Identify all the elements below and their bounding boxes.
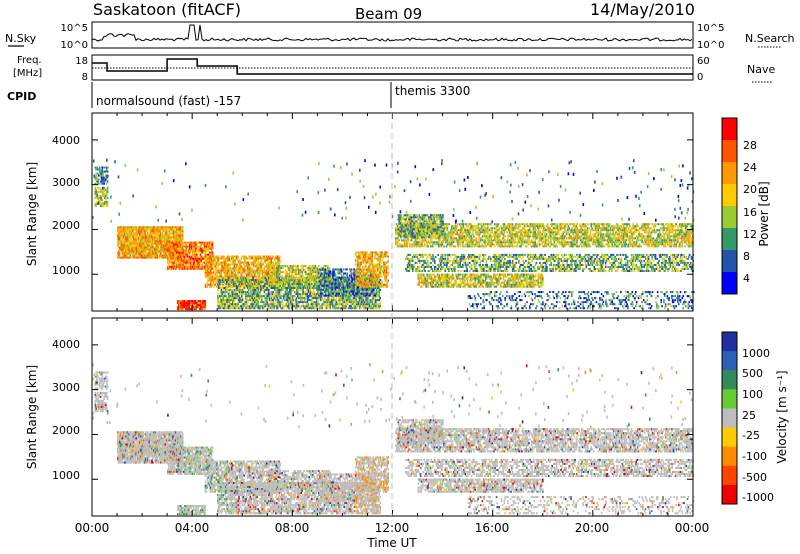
noise-right-tick: 10^0 [697, 40, 724, 51]
power-cbar-tick: 20 [743, 183, 757, 196]
velocity-cbar-tick: -100 [742, 450, 767, 463]
x-tick-label: 00:00 [75, 521, 110, 535]
cpid-panel: CPID normalsound (fast) -157 themis 3300 [7, 82, 470, 108]
cpid-label: CPID [7, 90, 36, 103]
velocity-cbar-tick: -500 [742, 471, 767, 484]
nave-label: Nave [747, 63, 775, 76]
velocity-cbar-tick: 25 [742, 409, 756, 422]
velocity-cbar-tick: 1000 [742, 347, 770, 360]
freq-unit: [MHz] [13, 68, 42, 79]
x-tick-label: 12:00 [375, 521, 410, 535]
velocity-y-tick: 4000 [52, 338, 80, 351]
power-y-axis-label: Slant Range [km] [25, 162, 39, 266]
beam-label: Beam 09 [355, 5, 422, 23]
x-axis-label: Time UT [366, 536, 417, 550]
noise-left-tick: 10^5 [61, 23, 88, 34]
velocity-y-axis-label: Slant Range [km] [25, 365, 39, 469]
cpid-mode-label: normalsound (fast) -157 [96, 94, 241, 108]
power-y-tick: 2000 [52, 219, 80, 232]
power-cbar-tick: 4 [743, 272, 750, 285]
noise-right-tick: 10^5 [697, 23, 724, 34]
power-scatter-cells [92, 158, 695, 311]
nsky-label: N.Sky [5, 32, 37, 45]
freq-left-tick: 8 [82, 72, 88, 83]
power-cbar-tick: 24 [743, 161, 757, 174]
freq-right-tick: 0 [697, 72, 703, 83]
noise-left-tick: 10^0 [61, 40, 88, 51]
power-panel: 4000 3000 2000 1000 Slant Range [km] [25, 112, 695, 312]
noise-trace [91, 24, 693, 43]
freq-label: Freq. [17, 55, 42, 66]
power-cbar-tick: 16 [743, 206, 757, 219]
power-colorbar: 28 24 20 16 12 8 4 Power [dB] [721, 117, 771, 295]
power-cbar-label: Power [dB] [757, 181, 771, 246]
frequency-trace [92, 58, 693, 75]
date-label: 14/May/2010 [590, 0, 695, 19]
freq-left-tick: 18 [75, 56, 88, 67]
x-tick-label: 00:00 [675, 521, 710, 535]
freq-panel: Freq. [MHz] 18 8 60 0 Nave [13, 54, 775, 83]
power-y-tick: 4000 [52, 134, 80, 147]
power-cbar-tick: 28 [743, 139, 757, 152]
power-cbar-tick: 12 [743, 228, 757, 241]
plot-title: Saskatoon (fitACF) [93, 0, 241, 19]
time-axis: 00:00 04:00 08:00 12:00 16:00 20:00 00:0… [75, 521, 710, 550]
x-tick-label: 20:00 [575, 521, 610, 535]
velocity-cbar-tick: -1000 [742, 491, 774, 504]
velocity-cbar-tick: 100 [742, 388, 763, 401]
cpid-mode-label: themis 3300 [395, 84, 470, 98]
power-y-tick: 3000 [52, 176, 80, 189]
velocity-cbar-tick: 500 [742, 367, 763, 380]
velocity-y-tick: 1000 [52, 469, 80, 482]
x-tick-label: 04:00 [175, 521, 210, 535]
velocity-y-tick: 2000 [52, 424, 80, 437]
velocity-cbar-tick: -25 [742, 429, 760, 442]
velocity-cbar-label: Velocity [m s⁻¹] [775, 370, 789, 463]
velocity-panel: 4000 3000 2000 1000 Slant Range [km] [25, 317, 695, 517]
x-tick-label: 08:00 [275, 521, 310, 535]
x-tick-label: 16:00 [475, 521, 510, 535]
power-cbar-tick: 8 [743, 250, 750, 263]
velocity-colorbar: 1000 500 100 25 -25 -100 -500 -1000 Velo… [721, 331, 789, 505]
velocity-y-tick: 3000 [52, 381, 80, 394]
power-y-tick: 1000 [52, 264, 80, 277]
nsearch-label: N.Search [745, 32, 795, 45]
freq-right-tick: 60 [697, 56, 710, 67]
noise-panel: N.Sky 10^5 10^0 10^5 10^0 N.Search [5, 21, 795, 51]
velocity-scatter-cells [92, 363, 695, 516]
